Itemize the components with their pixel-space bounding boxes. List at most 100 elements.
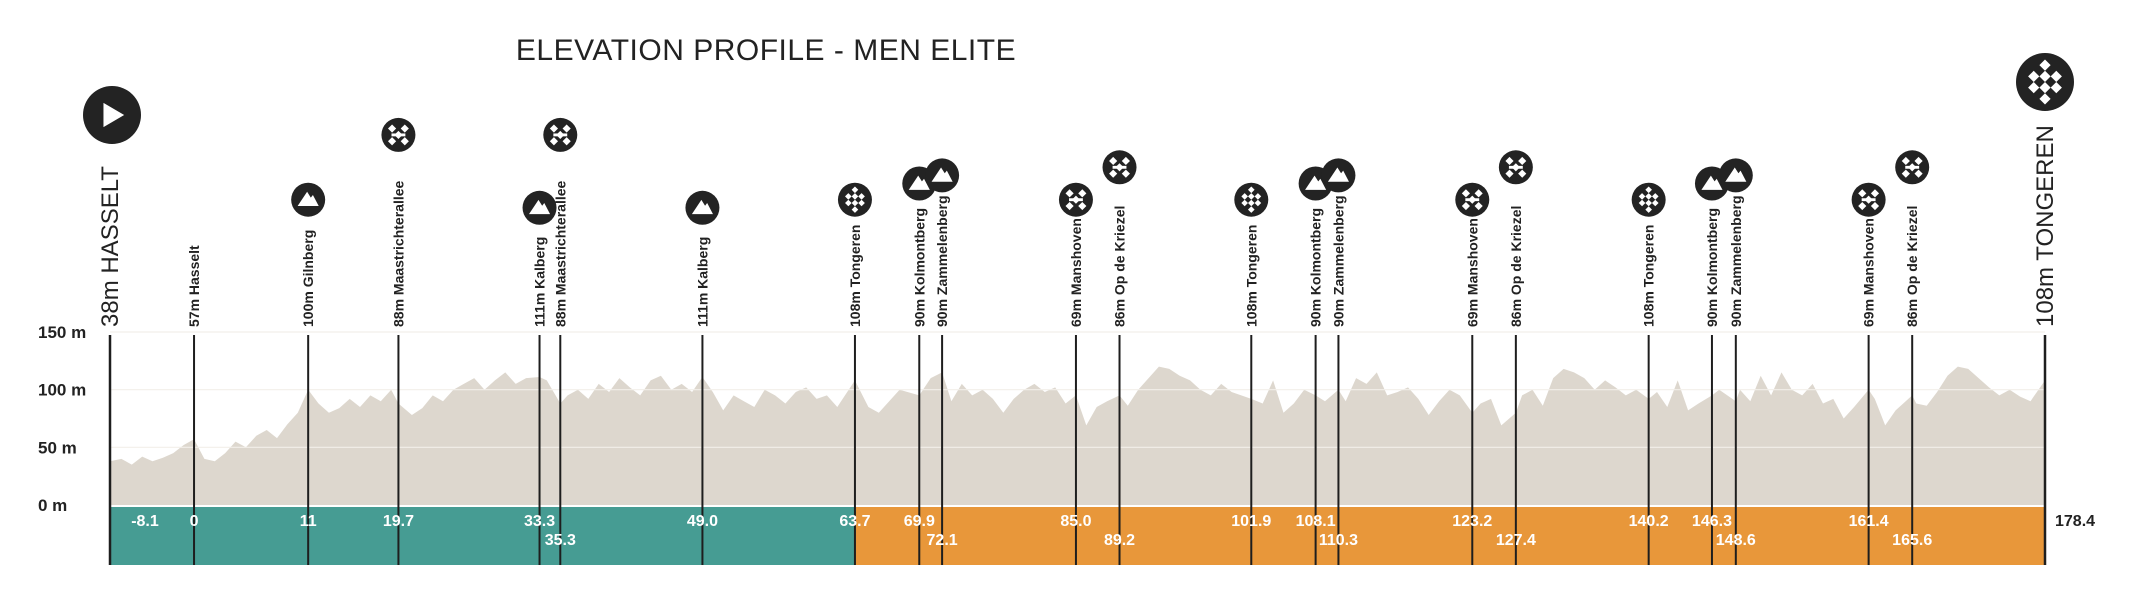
climb-icon-mountain [528,199,551,215]
cobbles-icon [381,117,416,152]
checker-cell [851,206,859,213]
cobbles-icon [1895,150,1930,185]
elevation-area [110,366,2045,505]
climb-icon-mountain [297,191,319,207]
climb-icon-mountain [1305,175,1327,190]
km-label: 85.0 [1060,513,1091,530]
checker-cell [2039,81,2051,94]
marker-label: 88m Maastrichterallee [552,180,568,327]
climb-icon [685,190,720,225]
km-label: 33.3 [524,513,555,530]
marker-label: 90m Zammelenberg [1330,196,1346,328]
checker-cell [2028,70,2040,83]
marker-label: 108m Tongeren [1641,225,1657,327]
y-tick-label: 100 m [38,381,86,400]
cobbles-icon [1851,182,1886,217]
checker-cell [1254,193,1262,200]
km-label: 123.2 [1452,513,1492,530]
climb-icon [522,190,557,225]
cobbles-icon [543,117,578,152]
km-label: 72.1 [927,532,958,549]
km-label: 49.0 [687,513,718,530]
marker-label: 86m Op de Kriezel [1904,206,1920,327]
y-tick-label: 0 m [38,496,67,515]
cobble [1465,198,1480,202]
km-label: 127.4 [1496,532,1536,549]
cobble [400,124,409,133]
y-tick-label: 150 m [38,323,86,342]
checkered-icon [1234,182,1269,217]
checker-cell [851,199,859,207]
marker-label: 69m Manshoven [1861,218,1877,327]
km-label-start: -8.1 [131,513,159,530]
cobble [387,124,397,133]
km-label: 146.3 [1692,513,1732,530]
km-label: 63.7 [839,513,870,530]
cobble [1508,165,1523,169]
climb-icon-mountain [908,175,930,190]
km-label: 140.2 [1629,513,1669,530]
checker-cell [1247,186,1255,194]
marker-label: 57m Hasselt [186,245,202,327]
cobble [1121,169,1130,178]
km-label-finish: 178.4 [2055,513,2095,530]
play-triangle [103,102,125,128]
cobble [1121,156,1130,166]
checker-cell [858,199,865,207]
km-label: 35.3 [545,532,576,549]
checker-cell [1638,193,1646,200]
marker-label: 111m Kalberg [694,237,710,327]
checkered-icon [837,182,872,217]
marker-label: 108m Tongeren [847,225,863,327]
climb-icon-mountain [691,199,713,215]
marker-label: 111m Kalberg [532,237,548,327]
checkered-icon [1631,182,1666,217]
cobble [1112,165,1127,169]
start-label: 38m HASSELT [97,166,124,327]
finish-checkered-icon [2016,53,2074,111]
cobble [553,133,568,137]
marker-label: 108m Tongeren [1243,225,1259,327]
checker-cell [1651,193,1659,200]
cobble [400,137,409,146]
marker-label: 86m Op de Kriezel [1508,206,1524,327]
km-label: 11 [300,513,317,530]
cobbles-icon [1102,150,1137,185]
cobbles-icon [1058,182,1093,217]
km-label: 0 [190,513,199,530]
km-label: 165.6 [1892,532,1932,549]
climb-icon-mountain [1701,175,1723,190]
marker-label: 86m Op de Kriezel [1112,206,1128,327]
cobble [1905,165,1920,169]
marker-label: 90m Zammelenberg [1728,196,1744,328]
cobble [562,124,571,133]
climb-icon [291,182,326,217]
km-label: 101.9 [1231,513,1271,530]
phase-band-2 [854,507,2046,565]
checker-cell [1247,199,1255,207]
climb-icon [1321,158,1356,193]
marker-label: 90m Kolmontberg [1308,208,1324,327]
km-label: 19.7 [383,513,414,530]
km-label: 69.9 [904,513,935,530]
finish-label: 108m TONGEREN [2032,125,2059,327]
cobbles-icon [1498,150,1533,185]
marker-label: 88m Maastrichterallee [390,180,406,327]
km-label: 148.6 [1716,532,1756,549]
checker-cell [1645,199,1652,207]
km-label: 89.2 [1104,532,1135,549]
cobble [387,137,397,146]
marker-label: 90m Kolmontberg [1704,208,1720,327]
climb-icon-mountain [1327,167,1349,182]
cobble [1069,198,1083,202]
marker-label: 90m Zammelenberg [934,196,950,328]
marker-label: 69m Manshoven [1464,218,1480,327]
cobble [1861,198,1876,202]
marker-label: 90m Kolmontberg [911,208,927,327]
phase-band-1 [110,507,855,565]
km-label: 161.4 [1849,513,1889,530]
climb-icon-mountain [1725,167,1747,182]
climb-icon-mountain [931,167,953,182]
